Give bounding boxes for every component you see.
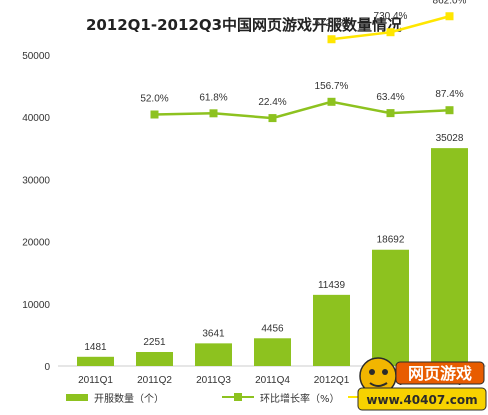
mascot-mouth — [369, 382, 388, 387]
qoq-line — [154, 100, 450, 120]
bar — [195, 343, 232, 366]
chart-title: 2012Q1-2012Q3中国网页游戏开服数量情况 — [86, 16, 402, 34]
legend: 开服数量（个） 环比增长率（%） 同比 — [66, 392, 406, 405]
x-tick-label: 2011Q1 — [78, 375, 113, 386]
qoq-point-label: 156.7% — [315, 81, 349, 92]
yoy-point-label: 862.0% — [433, 0, 467, 6]
x-tick-label: 2012Q1 — [314, 375, 350, 386]
yoy-point — [386, 28, 395, 37]
x-tick-label: 2011Q3 — [196, 375, 231, 386]
y-tick-label: 30000 — [22, 175, 50, 186]
qoq-point-label: 22.4% — [258, 97, 286, 108]
bar-value-label: 11439 — [318, 280, 346, 291]
legend-label-qoq: 环比增长率（%） — [260, 392, 340, 405]
qoq-point — [386, 109, 395, 118]
y-tick-label: 40000 — [22, 113, 50, 124]
bar-value-label: 1481 — [84, 342, 107, 353]
qoq-point-label: 52.0% — [140, 94, 168, 105]
qoq-point-label: 87.4% — [435, 89, 463, 100]
yoy-point — [445, 12, 454, 21]
qoq-point — [327, 97, 336, 106]
watermark-url: www.40407.com — [366, 393, 477, 407]
bar-value-label: 3641 — [202, 328, 225, 339]
mascot-eye-right — [382, 369, 388, 375]
watermark-banner — [395, 361, 485, 385]
bar — [313, 294, 350, 366]
bar-value-label: 18692 — [377, 235, 405, 246]
watermark-title: 网页游戏 — [408, 364, 472, 383]
bar-series: 1481 2251 3641 4456 11439 18692 35028 — [77, 133, 468, 366]
qoq-point-label: 61.8% — [199, 92, 227, 103]
qoq-point — [268, 114, 277, 123]
y-tick-label: 10000 — [22, 300, 50, 311]
legend-swatch-bars — [66, 394, 88, 401]
bar-value-label: 2251 — [143, 337, 166, 348]
qoq-point — [445, 106, 454, 115]
x-tick-label: 2011Q4 — [255, 375, 290, 386]
watermark-url-banner — [357, 387, 487, 411]
qoq-point — [209, 109, 218, 118]
bar — [254, 338, 291, 366]
yoy-point-label: 672.4% — [315, 18, 349, 29]
y-tick-label: 0 — [44, 362, 50, 373]
yoy-point — [327, 35, 336, 44]
qoq-point-label: 63.4% — [376, 92, 404, 103]
bar — [77, 356, 114, 366]
qoq-point — [150, 110, 159, 119]
legend-marker-qoq — [234, 393, 242, 401]
legend-label-bars: 开服数量（个） — [94, 392, 164, 405]
y-tick-label: 50000 — [22, 51, 50, 62]
bar — [431, 148, 468, 366]
y-tick-label: 20000 — [22, 238, 50, 249]
bar-value-label: 35028 — [436, 133, 464, 144]
mascot-eye-left — [369, 369, 375, 375]
bar — [136, 351, 173, 366]
bar-value-label: 4456 — [261, 323, 284, 334]
bar — [372, 249, 409, 366]
line-series: 52.0% 61.8% 22.4% 156.7% 63.4% 87.4% 672.4% 730… — [140, 0, 467, 123]
x-tick-label: 2011Q2 — [137, 375, 172, 386]
watermark-logo: 网页游戏 www.40407.com — [357, 357, 487, 411]
yoy-point-label: 730.4% — [374, 11, 408, 22]
y-axis: 0 10000 20000 30000 40000 50000 — [22, 51, 50, 373]
